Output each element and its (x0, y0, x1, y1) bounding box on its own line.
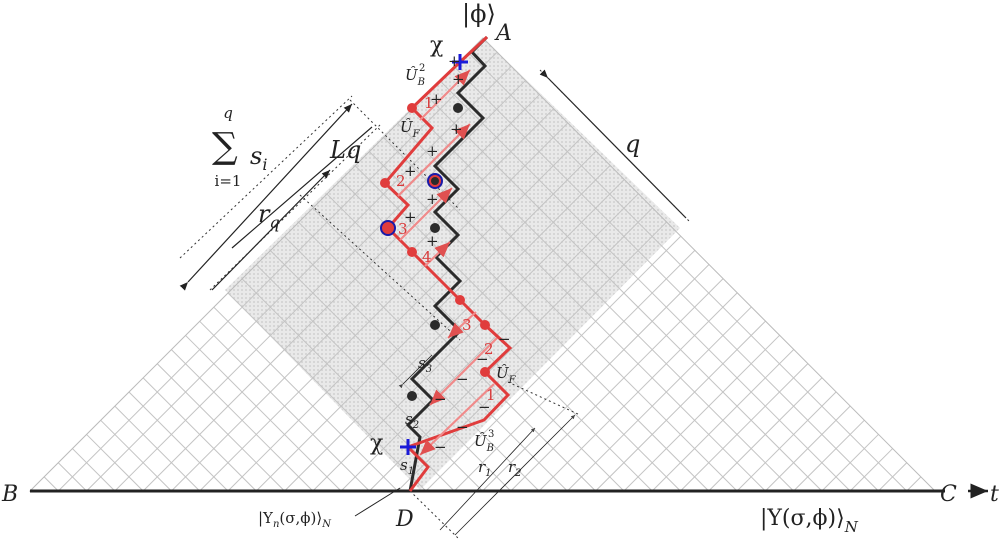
grid-line (623, 335, 780, 492)
grid-line (453, 250, 695, 492)
grid-line (849, 448, 893, 492)
op-uf-top: ÛF (400, 118, 421, 140)
plus-sign: + (450, 120, 463, 138)
grid-line (86, 434, 144, 492)
vertex-c: C (940, 482, 957, 507)
sum-upper: q (223, 104, 233, 122)
grid-line (43, 476, 59, 492)
step-number: 2 (396, 172, 406, 190)
grid-line (680, 363, 809, 492)
grid-line (142, 377, 257, 492)
pointer (354, 487, 401, 517)
grid-line (425, 94, 823, 492)
minus-sign: − (478, 398, 491, 416)
grid-line (156, 363, 285, 492)
step-number: 3 (462, 316, 472, 334)
sum-symbol: ∑ (212, 126, 238, 167)
grid-line (171, 349, 314, 492)
plus-sign: + (452, 70, 465, 88)
sum-lower: i=1 (215, 172, 242, 190)
step-s2: s2 (405, 410, 419, 431)
grid-line (128, 391, 229, 492)
grid-line (397, 221, 667, 492)
grid-line (185, 335, 342, 492)
nodes (380, 54, 490, 455)
grid-line (566, 306, 752, 492)
step-number: 1 (486, 386, 496, 404)
grid-line (57, 462, 87, 492)
grid-line (340, 193, 639, 492)
grid-line (439, 80, 851, 492)
plus-sign: + (426, 142, 439, 160)
grid-line (453, 66, 879, 492)
grid-line (199, 320, 370, 492)
minus-sign: − (456, 370, 469, 388)
state-bottom: |Υ(σ,ϕ)⟩N (760, 506, 859, 536)
op-ub2: ÛB2 (405, 63, 425, 88)
minus-sign: − (476, 350, 489, 368)
grid-line (397, 122, 766, 492)
grid-line (411, 108, 794, 492)
grid-line (255, 264, 483, 492)
grid-line (369, 151, 710, 492)
op-ub3: ÛB3 (474, 429, 494, 454)
grid-line (213, 306, 399, 492)
length-rq: rq (258, 200, 280, 232)
plus-sign: + (426, 232, 439, 250)
guides (179, 69, 691, 540)
length-r2: r2 (508, 458, 522, 479)
grid-line (793, 419, 865, 492)
plus-sign: + (448, 52, 461, 70)
plus-sign: + (404, 208, 417, 226)
axis-label: t (990, 482, 999, 507)
grid-line (468, 52, 908, 492)
grid-line (354, 165, 681, 492)
grid-line (906, 476, 922, 492)
grid-line (227, 292, 427, 492)
chi-bottom: χ (370, 431, 383, 456)
chi-top: χ (430, 33, 443, 58)
minus-sign: − (434, 438, 447, 456)
plus-sign: + (430, 90, 443, 108)
grid-line (227, 137, 582, 492)
grid-line (72, 448, 116, 492)
grid-line (326, 193, 625, 492)
grid-line (171, 108, 554, 492)
step-s3: s3 (418, 354, 432, 375)
minus-sign: − (456, 418, 469, 436)
grid-line (270, 250, 512, 492)
state-top: |ϕ⟩ (462, 0, 496, 29)
length-r1: r1 (478, 458, 492, 479)
minus-sign: − (434, 390, 447, 408)
step-number: 1 (424, 94, 434, 112)
plus-sign: + (404, 162, 417, 180)
grid-line (736, 391, 837, 492)
vertex-d: D (395, 507, 414, 532)
red-arrows (397, 69, 498, 456)
step-number: 3 (398, 220, 408, 238)
length-q: q (625, 130, 640, 158)
step-s1: s1 (400, 456, 414, 477)
op-uf-bottom: ÛF (496, 364, 517, 386)
length-lq: Lq (329, 136, 361, 164)
vertex-b: B (1, 482, 18, 507)
minus-sign: − (498, 330, 511, 348)
plus-sign: + (426, 190, 439, 208)
step-number: 4 (422, 248, 432, 266)
grid-line (510, 278, 724, 492)
grid-line (114, 405, 201, 492)
grid-line (312, 207, 596, 492)
vertex-a: A (494, 21, 512, 46)
grid-line (241, 278, 455, 492)
state-n: |Υn(σ,ϕ)⟩N (258, 509, 332, 530)
sum-term: si (250, 142, 267, 174)
grid-line (284, 165, 611, 492)
grid-line (100, 419, 172, 492)
red-path (382, 35, 513, 492)
step-number: 2 (484, 340, 494, 358)
